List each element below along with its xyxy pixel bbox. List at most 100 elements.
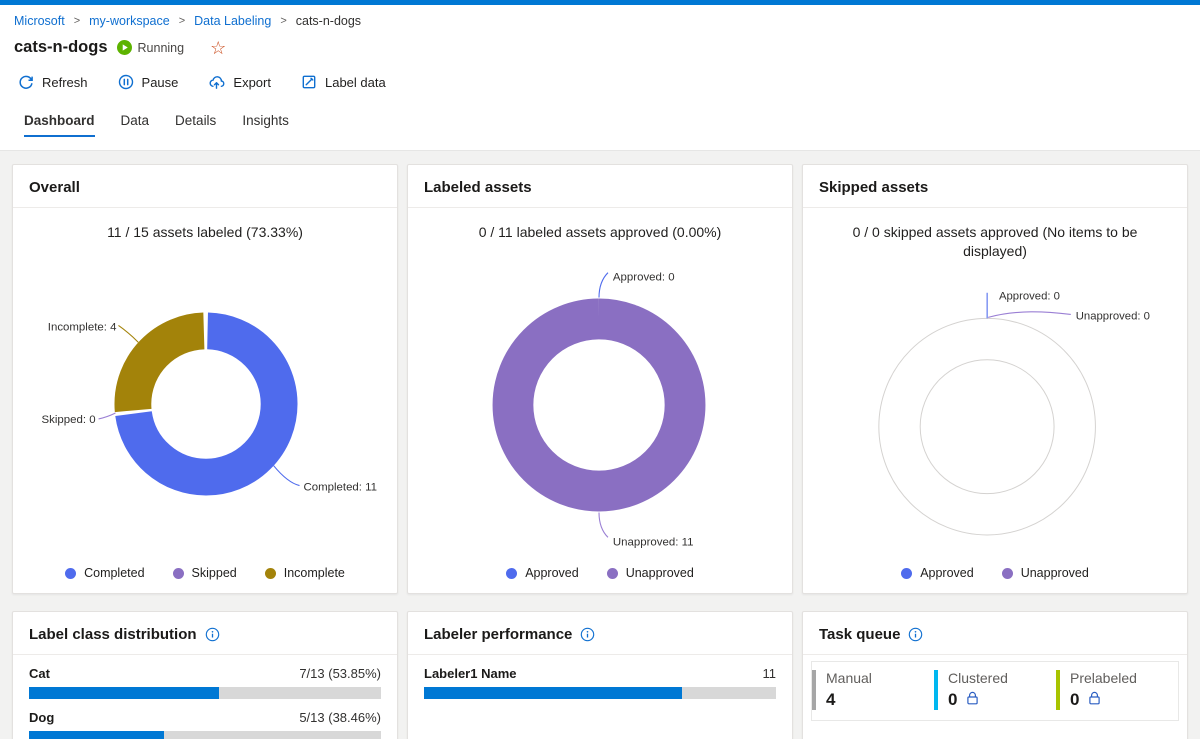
export-button[interactable]: Export: [208, 74, 271, 90]
legend-dot: [1001, 567, 1013, 579]
legend-label: Unapproved: [1020, 566, 1089, 580]
legend-dot: [901, 567, 913, 579]
skipped-assets-donut-chart: Approved: 0 Unapproved: 0: [803, 255, 1187, 555]
callout-line-unapproved: [598, 512, 609, 538]
class-row-cat: Cat 7/13 (53.85%): [29, 666, 381, 699]
labeled-assets-summary-text: 0 / 11 labeled assets approved (0.00%): [478, 224, 722, 240]
breadcrumb-item-current-project: cats-n-dogs: [295, 14, 362, 28]
favorite-star-icon[interactable]: ☆: [210, 37, 227, 58]
tile-label: Manual: [826, 670, 872, 686]
progress-track: [29, 731, 381, 739]
edit-square-icon: [301, 74, 317, 90]
legend-label: Approved: [920, 566, 974, 580]
page-header: cats-n-dogs Running ☆: [0, 33, 1200, 57]
labeled-assets-legend: Approved Unapproved: [408, 566, 792, 580]
info-icon[interactable]: [908, 627, 923, 642]
card-title: Task queue: [819, 626, 901, 643]
breadcrumb: Microsoft > my-workspace > Data Labeling…: [0, 5, 1200, 33]
breadcrumb-item-data-labeling[interactable]: Data Labeling: [194, 14, 272, 28]
progress-fill: [424, 687, 683, 699]
tab-dashboard[interactable]: Dashboard: [24, 113, 95, 137]
labeled-donut-arcs: [492, 298, 706, 512]
task-queue-tiles: Manual 4 Clustered 0: [811, 661, 1179, 721]
refresh-label: Refresh: [42, 74, 88, 90]
overall-summary-text: 11 / 15 assets labeled (73.33%): [107, 224, 303, 240]
legend-item-approved: Approved: [901, 566, 974, 580]
info-icon[interactable]: [205, 627, 220, 642]
card-header: Labeler performance: [408, 612, 792, 655]
skipped-assets-summary-text: 0 / 0 skipped assets approved (No items …: [852, 224, 1138, 259]
breadcrumb-item-microsoft[interactable]: Microsoft: [14, 14, 65, 28]
skipped-assets-card: Skipped assets 0 / 0 skipped assets appr…: [802, 164, 1188, 594]
page-title: cats-n-dogs: [14, 38, 108, 56]
legend-dot: [606, 567, 618, 579]
progress-fill: [29, 731, 165, 739]
pause-button[interactable]: Pause: [118, 74, 179, 90]
tile-label: Prelabeled: [1070, 670, 1137, 686]
legend-item-skipped: Skipped: [172, 566, 237, 580]
breadcrumb-separator: >: [73, 15, 81, 27]
running-status-badge: Running: [116, 40, 184, 55]
legend-item-unapproved: Unapproved: [1001, 566, 1089, 580]
tile-color-bar: [1056, 670, 1060, 710]
pause-label: Pause: [141, 74, 179, 90]
refresh-button[interactable]: Refresh: [18, 74, 88, 90]
tab-insights[interactable]: Insights: [242, 113, 289, 128]
dashboard-grid: Overall 11 / 15 assets labeled (73.33%) …: [0, 150, 1200, 739]
tile-clustered: Clustered 0: [934, 670, 1056, 710]
export-label: Export: [233, 74, 271, 90]
lock-icon: [966, 690, 979, 710]
callout-label-unapproved: Unapproved: 11: [613, 536, 694, 548]
tile-value: 0: [1070, 690, 1080, 709]
tile-color-bar: [934, 670, 938, 710]
callout-line-unapproved: [987, 311, 1071, 318]
toolbar: Refresh Pause Export Label data: [0, 57, 1200, 90]
info-icon[interactable]: [580, 627, 595, 642]
card-header: Overall: [13, 165, 397, 208]
progress-fill: [29, 687, 219, 699]
class-label: Cat: [29, 666, 50, 681]
callout-line-approved: [598, 272, 609, 298]
card-header: Task queue: [803, 612, 1187, 655]
lock-icon: [1088, 690, 1101, 710]
legend-item-approved: Approved: [506, 566, 579, 580]
card-header: Label class distribution: [13, 612, 397, 655]
legend-item-completed: Completed: [65, 566, 145, 580]
callout-label-incomplete: Incomplete: 4: [48, 321, 117, 333]
callout-label-approved: Approved: 0: [613, 272, 675, 284]
tab-details[interactable]: Details: [175, 113, 217, 128]
tile-prelabeled: Prelabeled 0: [1056, 670, 1178, 710]
tile-value: 4: [826, 690, 836, 709]
callout-label-unapproved: Unapproved: 0: [1075, 310, 1149, 322]
labeler-name: Labeler1 Name: [424, 666, 517, 681]
legend-dot: [172, 567, 184, 579]
progress-track: [424, 687, 776, 699]
breadcrumb-separator: >: [280, 15, 287, 27]
card-title: Labeled assets: [424, 179, 532, 196]
class-row-dog: Dog 5/13 (38.46%): [29, 710, 381, 739]
label-data-button[interactable]: Label data: [301, 74, 386, 90]
pause-icon: [118, 74, 134, 90]
callout-label-approved: Approved: 0: [998, 291, 1059, 303]
export-cloud-icon: [208, 74, 225, 90]
breadcrumb-item-workspace[interactable]: my-workspace: [89, 14, 170, 28]
skipped-assets-legend: Approved Unapproved: [803, 566, 1187, 580]
callout-label-skipped: Skipped: 0: [42, 414, 96, 426]
card-title: Skipped assets: [819, 179, 929, 196]
legend-item-unapproved: Unapproved: [606, 566, 694, 580]
play-icon: [116, 40, 132, 55]
card-header: Skipped assets: [803, 165, 1187, 208]
callout-line-incomplete: [118, 324, 139, 343]
skipped-donut-arcs: [877, 317, 1096, 536]
labeler-count: 11: [762, 666, 777, 681]
tile-value: 0: [948, 690, 958, 709]
card-title: Labeler performance: [424, 626, 573, 643]
labeler-row: Labeler1 Name 11: [424, 666, 776, 699]
card-title: Label class distribution: [29, 626, 197, 643]
card-title: Overall: [29, 179, 80, 196]
legend-label: Incomplete: [283, 566, 345, 580]
label-data-label: Label data: [324, 74, 386, 90]
tab-data[interactable]: Data: [120, 113, 150, 128]
legend-dot: [65, 567, 77, 579]
callout-line-completed: [273, 465, 300, 487]
